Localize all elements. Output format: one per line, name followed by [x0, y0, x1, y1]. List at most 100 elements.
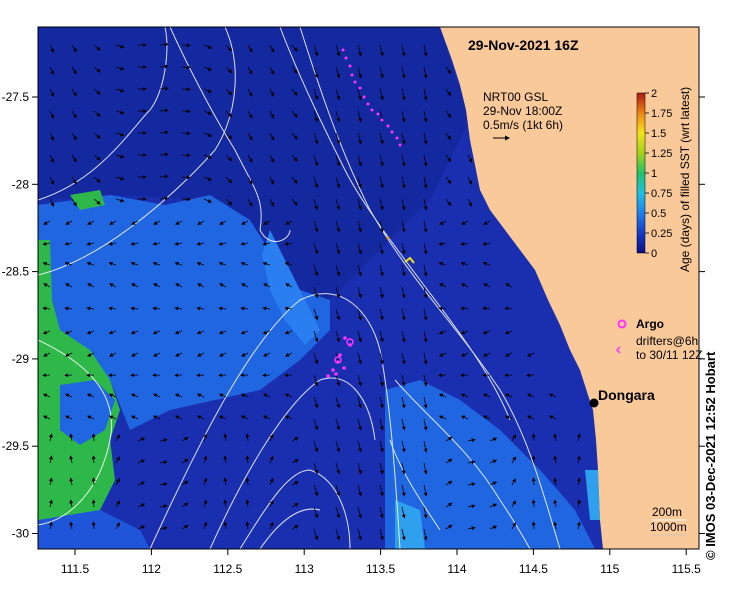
current-arrow	[526, 415, 535, 420]
current-arrow	[379, 220, 384, 233]
current-arrow	[423, 176, 428, 189]
current-arrow	[423, 220, 428, 233]
current-arrow	[174, 261, 183, 266]
current-arrow	[203, 154, 213, 159]
current-arrow	[357, 132, 362, 145]
argo-legend-icon	[617, 319, 627, 329]
current-arrow	[291, 44, 298, 52]
current-arrow	[379, 396, 384, 409]
y-tick-label: -28.5	[2, 265, 30, 279]
current-arrow	[174, 306, 183, 311]
current-arrow	[401, 264, 406, 277]
land-australia	[440, 27, 699, 549]
current-arrow	[313, 66, 319, 79]
current-arrow	[196, 393, 205, 398]
current-arrow	[379, 242, 384, 255]
ocean-mid-patch	[38, 195, 330, 430]
current-arrow	[423, 242, 428, 255]
colorbar-tick-label: 2	[651, 88, 657, 100]
colorbar-tick-label: 1.25	[651, 148, 672, 160]
current-arrow	[91, 521, 96, 530]
current-arrow	[115, 500, 120, 508]
current-arrow	[335, 154, 341, 167]
current-arrow	[69, 477, 74, 486]
current-arrow	[423, 308, 428, 321]
current-arrow	[439, 220, 447, 225]
current-arrow	[197, 352, 205, 357]
current-arrow	[159, 42, 169, 47]
map-title: 29-Nov-2021 16Z	[468, 37, 579, 53]
current-arrow	[357, 396, 362, 409]
current-arrow	[526, 393, 535, 398]
current-arrow	[291, 132, 298, 140]
current-arrow	[445, 88, 452, 97]
current-arrow	[175, 283, 183, 288]
current-arrow	[262, 393, 271, 398]
current-arrow	[48, 521, 53, 530]
current-arrow	[460, 241, 469, 246]
current-arrow	[203, 132, 213, 137]
current-arrow	[335, 396, 341, 409]
current-arrow	[262, 330, 271, 335]
current-arrow	[357, 176, 362, 189]
current-arrow	[152, 393, 161, 398]
current-arrow	[401, 242, 406, 255]
current-arrow	[245, 477, 250, 486]
current-arrow	[203, 88, 213, 93]
current-arrow	[401, 484, 406, 497]
drifter-orange-point	[386, 236, 390, 240]
current-arrow	[137, 525, 146, 530]
current-arrow	[269, 499, 274, 508]
argo-drifter-tracks	[326, 48, 402, 378]
current-arrow	[379, 330, 384, 343]
current-arrow	[42, 415, 51, 420]
current-arrow	[553, 521, 558, 530]
current-arrow	[247, 44, 253, 53]
current-arrow	[379, 66, 384, 79]
current-arrow	[115, 88, 125, 93]
current-arrow	[482, 241, 491, 246]
current-arrow	[548, 415, 557, 420]
current-arrow	[49, 66, 55, 75]
current-arrow	[203, 110, 213, 115]
current-arrow	[401, 440, 406, 453]
colorbar-label: Age (days) of filled SST (wrt latest)	[678, 87, 692, 272]
current-arrow	[489, 459, 498, 464]
current-arrow	[505, 283, 513, 288]
current-arrow	[71, 154, 77, 163]
ocean-hole	[60, 380, 115, 445]
current-arrow	[423, 286, 428, 299]
current-arrow	[335, 484, 341, 497]
current-arrow	[93, 110, 101, 117]
current-arrow	[445, 66, 452, 75]
current-arrow	[438, 306, 447, 311]
current-arrow	[576, 455, 581, 464]
current-arrow	[401, 44, 406, 57]
current-arrow	[357, 286, 362, 299]
current-arrow	[159, 152, 169, 157]
current-arrow	[64, 306, 73, 311]
current-arrow	[49, 88, 55, 97]
current-arrow	[71, 176, 77, 185]
current-arrow	[291, 437, 299, 442]
current-arrow	[335, 418, 341, 431]
current-arrow	[423, 154, 428, 167]
current-arrow	[335, 330, 341, 343]
current-arrow	[357, 198, 362, 211]
current-arrow	[445, 154, 452, 163]
current-arrow	[152, 415, 161, 420]
current-vectors	[42, 42, 581, 541]
current-arrow	[438, 261, 447, 266]
current-arrow	[269, 477, 274, 486]
current-arrow	[87, 220, 95, 225]
current-arrow	[357, 484, 362, 497]
current-arrow	[240, 330, 249, 335]
current-arrow	[137, 503, 146, 508]
current-arrow	[130, 415, 139, 420]
current-arrow	[71, 198, 77, 207]
y-tick-label: -30	[12, 527, 30, 541]
colorbar-tick-label: 1.5	[651, 128, 666, 140]
current-arrow	[423, 44, 428, 57]
current-arrow	[263, 220, 271, 225]
